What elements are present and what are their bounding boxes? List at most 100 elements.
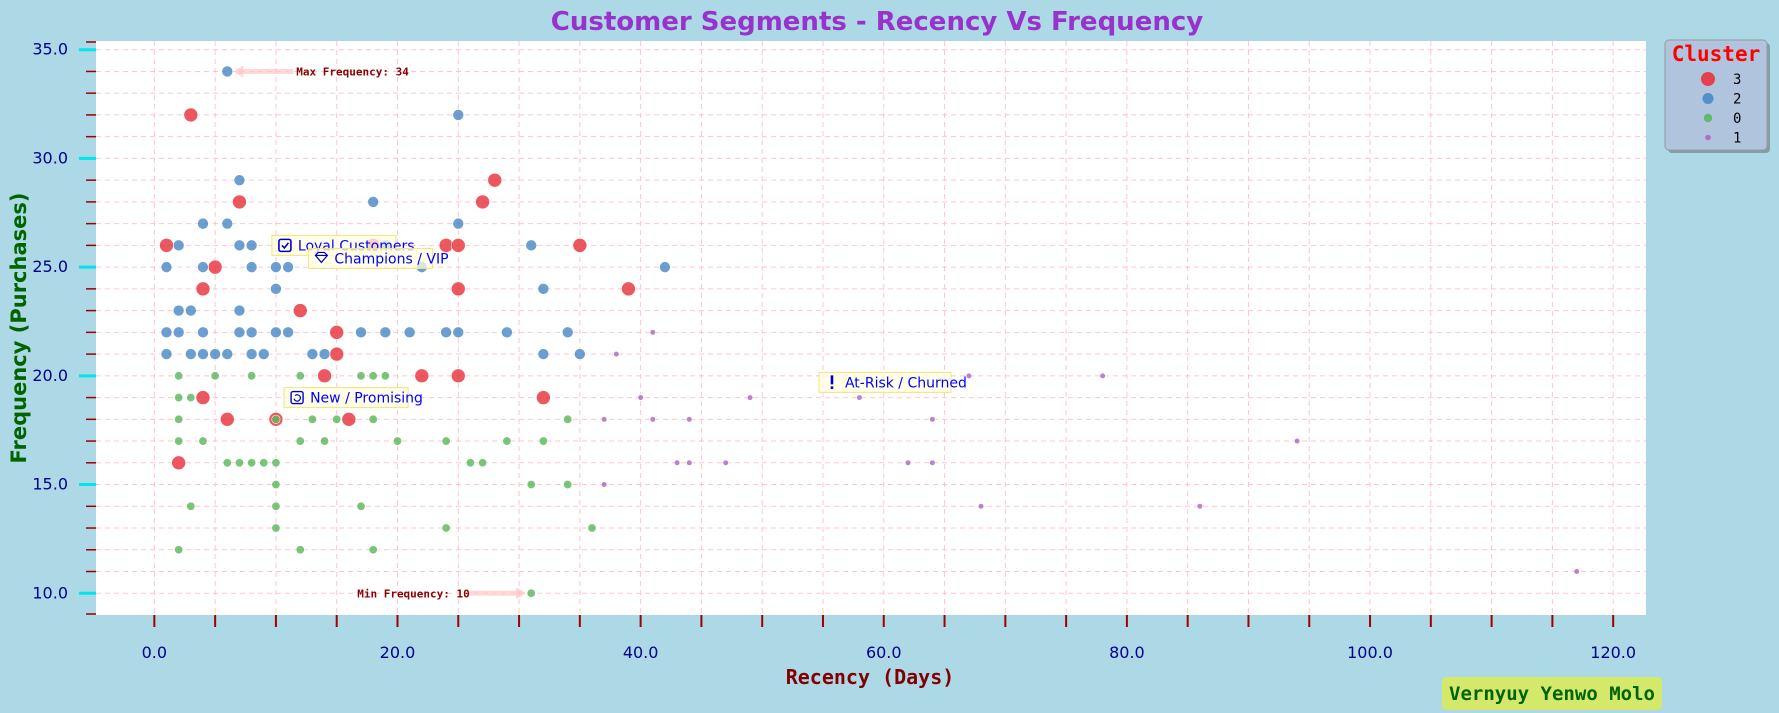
segment-label-text: Champions / VIP — [334, 251, 448, 267]
data-point-cluster-0 — [368, 371, 378, 381]
x-tick-label: 80.0 — [1109, 643, 1145, 662]
data-point-cluster-0 — [478, 458, 488, 468]
data-point-cluster-0 — [234, 458, 244, 468]
data-point-cluster-3 — [329, 346, 345, 362]
segment-label-box — [818, 371, 952, 393]
segment-label-text: At-Risk / Churned — [845, 375, 967, 391]
data-point-cluster-3 — [219, 412, 235, 427]
y-tick-label: 20.0 — [32, 366, 68, 385]
data-point-cluster-1 — [686, 416, 693, 423]
legend-label-3: 3 — [1733, 72, 1741, 88]
segment-label-box — [283, 387, 409, 409]
data-point-cluster-2 — [160, 261, 173, 273]
min-frequency-note: Min Frequency: 10 — [357, 587, 470, 600]
data-point-cluster-3 — [450, 281, 466, 297]
data-point-cluster-0 — [247, 458, 257, 468]
data-point-cluster-2 — [172, 326, 185, 339]
data-point-cluster-2 — [501, 326, 513, 339]
data-point-cluster-0 — [526, 480, 536, 490]
legend: Cluster 3 2 0 1 — [1664, 39, 1770, 153]
x-tick-label: 0.0 — [142, 643, 167, 662]
data-point-cluster-0 — [356, 371, 366, 381]
data-point-cluster-3 — [621, 281, 636, 297]
data-point-cluster-2 — [185, 348, 197, 360]
data-point-cluster-2 — [209, 348, 221, 360]
segment-label: New / Promising — [283, 387, 423, 409]
y-tick-label: 25.0 — [32, 257, 68, 276]
data-point-cluster-0 — [186, 393, 196, 403]
segment-label-text: New / Promising — [310, 391, 423, 407]
data-point-cluster-0 — [210, 371, 220, 381]
legend-marker-0 — [1703, 113, 1713, 123]
data-point-cluster-3 — [329, 325, 345, 340]
data-point-cluster-3 — [572, 238, 588, 253]
data-point-cluster-0 — [271, 458, 281, 468]
data-point-cluster-0 — [198, 436, 208, 446]
legend-marker-1 — [1705, 134, 1711, 141]
data-point-cluster-2 — [160, 326, 173, 339]
data-point-cluster-2 — [318, 348, 331, 360]
data-point-cluster-1 — [1099, 372, 1106, 379]
data-point-cluster-0 — [186, 501, 196, 511]
data-point-cluster-0 — [502, 436, 512, 446]
data-point-cluster-1 — [1573, 568, 1580, 575]
data-point-cluster-1 — [856, 394, 863, 401]
data-point-cluster-3 — [207, 259, 223, 275]
watermark-text: Vernyuy Yenwo Molo — [1449, 683, 1655, 705]
data-point-cluster-0 — [271, 523, 281, 533]
data-point-cluster-0 — [271, 501, 281, 511]
data-point-cluster-1 — [1293, 437, 1301, 445]
data-point-cluster-0 — [174, 371, 184, 381]
chart-title: Customer Segments - Recency Vs Frequency — [551, 7, 1203, 37]
data-point-cluster-2 — [270, 326, 282, 339]
data-point-cluster-2 — [367, 196, 379, 208]
data-point-cluster-2 — [561, 326, 574, 339]
data-point-cluster-2 — [403, 326, 416, 339]
data-point-cluster-3 — [232, 194, 247, 210]
refresh-box-icon — [290, 390, 304, 405]
y-tick-label: 10.0 — [32, 583, 68, 602]
data-point-cluster-0 — [247, 371, 257, 381]
data-point-cluster-0 — [465, 458, 475, 468]
x-tick-label: 120.0 — [1590, 643, 1636, 662]
data-point-cluster-1 — [977, 503, 985, 510]
data-point-cluster-2 — [282, 326, 294, 339]
data-point-cluster-2 — [306, 348, 319, 360]
data-point-cluster-3 — [475, 194, 490, 210]
min-arrow-head — [516, 587, 527, 600]
data-point-cluster-1 — [746, 394, 754, 401]
axes: 0.0 20.0 40.0 60.0 80.0 100.0 120.0 10.0 15.0 20.… — [32, 40, 1636, 662]
data-point-cluster-0 — [368, 545, 378, 555]
data-point-cluster-2 — [185, 304, 197, 317]
segment-label-box — [307, 247, 433, 269]
data-point-cluster-0 — [174, 414, 184, 424]
y-tick-label: 35.0 — [32, 40, 68, 59]
data-point-cluster-2 — [282, 261, 294, 273]
legend-label-0: 0 — [1733, 111, 1741, 127]
data-point-cluster-2 — [257, 348, 270, 360]
data-point-cluster-2 — [221, 65, 234, 78]
data-point-cluster-1 — [722, 459, 729, 466]
watermark: Vernyuy Yenwo Molo — [1442, 677, 1662, 710]
data-point-cluster-2 — [221, 217, 234, 230]
legend-marker-2 — [1702, 93, 1714, 104]
data-point-cluster-2 — [245, 348, 258, 360]
data-point-cluster-2 — [452, 326, 465, 339]
x-tick-label: 20.0 — [380, 643, 416, 662]
data-point-cluster-2 — [197, 261, 209, 273]
data-point-cluster-0 — [563, 414, 573, 424]
data-point-cluster-2 — [233, 174, 246, 186]
check-box-icon — [278, 238, 292, 253]
data-point-cluster-2 — [525, 239, 538, 252]
data-point-cluster-0 — [174, 436, 184, 446]
x-tick-label: 60.0 — [866, 643, 902, 662]
data-point-cluster-1 — [601, 481, 608, 488]
y-axis-label: Frequency (Purchases) — [7, 193, 31, 464]
data-point-cluster-0 — [307, 414, 317, 424]
data-point-cluster-3 — [414, 368, 430, 384]
data-point-cluster-3 — [536, 390, 551, 405]
data-point-cluster-2 — [197, 348, 209, 360]
data-point-cluster-1 — [649, 416, 656, 423]
segment-label: Champions / VIP — [307, 247, 449, 269]
data-point-cluster-2 — [270, 261, 282, 273]
